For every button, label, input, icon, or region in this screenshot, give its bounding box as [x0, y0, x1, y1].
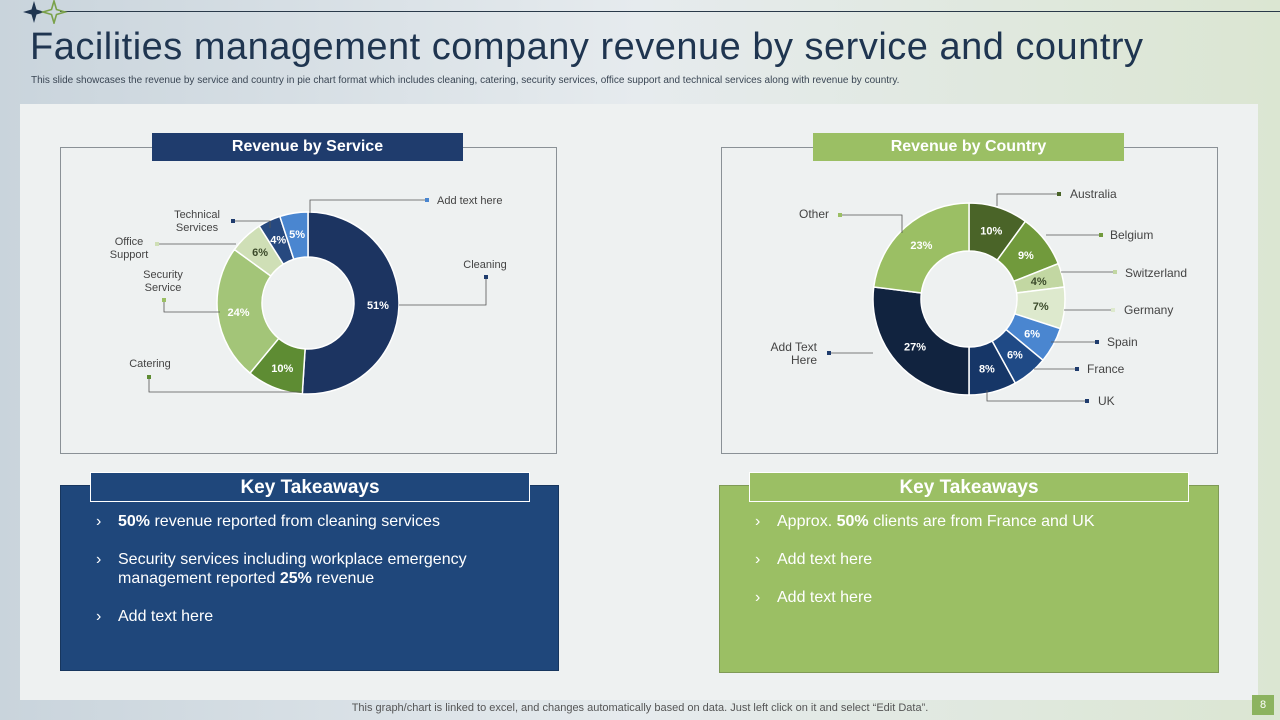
- leader-line-other: [840, 214, 903, 233]
- star-decoration-icon: [23, 0, 68, 24]
- country-chart-title: Revenue by Country: [813, 133, 1124, 161]
- right-takeaways-box: [719, 485, 1219, 673]
- category-label-australia: Australia: [1070, 187, 1117, 201]
- leader-line-security-service: [163, 300, 220, 313]
- chevron-right-icon: ›: [96, 551, 102, 568]
- data-label-spain: 6%: [1024, 329, 1040, 341]
- right-takeaways-title: Key Takeaways: [749, 472, 1189, 502]
- chevron-right-icon: ›: [755, 589, 761, 606]
- service-donut-chart[interactable]: 51% 10% 24% 6%4% 5% Cleaning Add text here Tech…: [60, 160, 555, 450]
- data-label-germany: 7%: [1033, 301, 1049, 313]
- category-label-other: Other: [799, 207, 829, 221]
- data-label-add-text-here: 27%: [904, 342, 926, 354]
- leader-marker-australia: [1057, 192, 1061, 196]
- category-label-technical-services: Technical: [174, 209, 220, 221]
- leader-marker-spain: [1095, 340, 1099, 344]
- category-label-technical-services: Services: [176, 222, 219, 234]
- data-label-switzerland: 4%: [1031, 276, 1047, 288]
- chevron-right-icon: ›: [96, 513, 102, 530]
- leader-marker-cleaning: [484, 275, 488, 279]
- category-label-add-text-here: Add Text: [771, 340, 818, 354]
- category-label-security-service: Security: [143, 269, 183, 281]
- leader-line-technical-services: [233, 220, 271, 228]
- data-label-technical-services: 4%: [270, 235, 286, 247]
- data-label-office-support: 6%: [252, 247, 268, 259]
- leader-marker-office-support: [155, 242, 159, 246]
- chevron-right-icon: ›: [96, 608, 102, 625]
- leader-marker-security-service: [162, 298, 166, 302]
- data-label-add-text-here: 5%: [289, 229, 305, 241]
- leader-marker-technical-services: [231, 219, 235, 223]
- category-label-add-text-here: Here: [791, 353, 817, 367]
- data-label-france: 6%: [1007, 349, 1023, 361]
- chevron-right-icon: ›: [755, 551, 761, 568]
- slice-other[interactable]: [872, 202, 970, 294]
- category-label-spain: Spain: [1107, 335, 1138, 349]
- left-takeaway-item-2: › Security services including workplace e…: [96, 551, 467, 587]
- right-takeaways-list: › Approx. 50% clients are from France and…: [755, 512, 1195, 626]
- left-takeaways-box: [60, 485, 559, 671]
- leader-line-australia: [996, 193, 1059, 206]
- leader-marker-switzerland: [1113, 270, 1117, 274]
- leader-marker-catering: [147, 375, 151, 379]
- data-label-other: 23%: [910, 240, 932, 252]
- category-label-germany: Germany: [1124, 303, 1173, 317]
- page-subtitle: This slide showcases the revenue by serv…: [31, 75, 900, 86]
- leader-marker-uk: [1085, 399, 1089, 403]
- leader-marker-belgium: [1099, 233, 1103, 237]
- leader-line-uk: [986, 390, 1087, 402]
- data-label-catering: 10%: [271, 363, 293, 375]
- data-label-australia: 10%: [980, 226, 1002, 238]
- right-takeaway-item-3: › Add text here: [755, 589, 873, 606]
- left-takeaway-item-3: › Add text here: [96, 608, 214, 625]
- category-label-office-support: Office: [115, 236, 144, 248]
- page-title: Facilities management company revenue by…: [30, 26, 1144, 68]
- top-rule: [60, 11, 1280, 12]
- leader-line-cleaning: [399, 277, 487, 306]
- footer-note: This graph/chart is linked to excel, and…: [351, 702, 929, 714]
- category-label-office-support: Support: [110, 249, 149, 261]
- data-label-uk: 8%: [979, 364, 995, 376]
- slice-add-text-here[interactable]: [278, 211, 309, 261]
- category-label-belgium: Belgium: [1110, 228, 1153, 242]
- right-takeaway-item-2: › Add text here: [755, 551, 873, 568]
- category-label-france: France: [1087, 362, 1125, 376]
- leader-marker-germany: [1111, 308, 1115, 312]
- category-label-uk: UK: [1098, 394, 1115, 408]
- data-label-belgium: 9%: [1018, 250, 1034, 262]
- left-takeaways-title: Key Takeaways: [90, 472, 530, 502]
- data-label-cleaning: 51%: [367, 300, 389, 312]
- country-donut-chart[interactable]: 10% 9% 4% 7% 6%6% 8% 27% 23% Australia Belgium Swi…: [721, 160, 1216, 450]
- leader-marker-add-text-here: [425, 198, 429, 202]
- left-takeaways-list: › 50% revenue reported from cleaning serv…: [96, 512, 536, 645]
- category-label-switzerland: Switzerland: [1125, 266, 1187, 280]
- leader-marker-france: [1075, 367, 1079, 371]
- page-number: 8: [1252, 695, 1274, 715]
- slice-security-service[interactable]: [216, 248, 280, 375]
- left-takeaway-item-1: › 50% revenue reported from cleaning serv…: [96, 513, 440, 530]
- right-takeaway-item-1: › Approx. 50% clients are from France and…: [755, 513, 1095, 530]
- slice-cleaning[interactable]: [301, 211, 400, 395]
- leader-line-add-text-here: [309, 199, 427, 213]
- category-label-catering: Catering: [129, 358, 171, 370]
- data-label-security-service: 24%: [228, 307, 250, 319]
- leader-line-catering: [148, 377, 302, 393]
- category-label-cleaning: Cleaning: [463, 259, 506, 271]
- leader-marker-other: [838, 213, 842, 217]
- slice-add-text-here[interactable]: [872, 286, 970, 396]
- category-label-security-service: Service: [145, 282, 182, 294]
- service-chart-title: Revenue by Service: [152, 133, 463, 161]
- category-label-add-text-here: Add text here: [437, 195, 502, 207]
- chevron-right-icon: ›: [755, 513, 761, 530]
- leader-marker-add-text-here: [827, 351, 831, 355]
